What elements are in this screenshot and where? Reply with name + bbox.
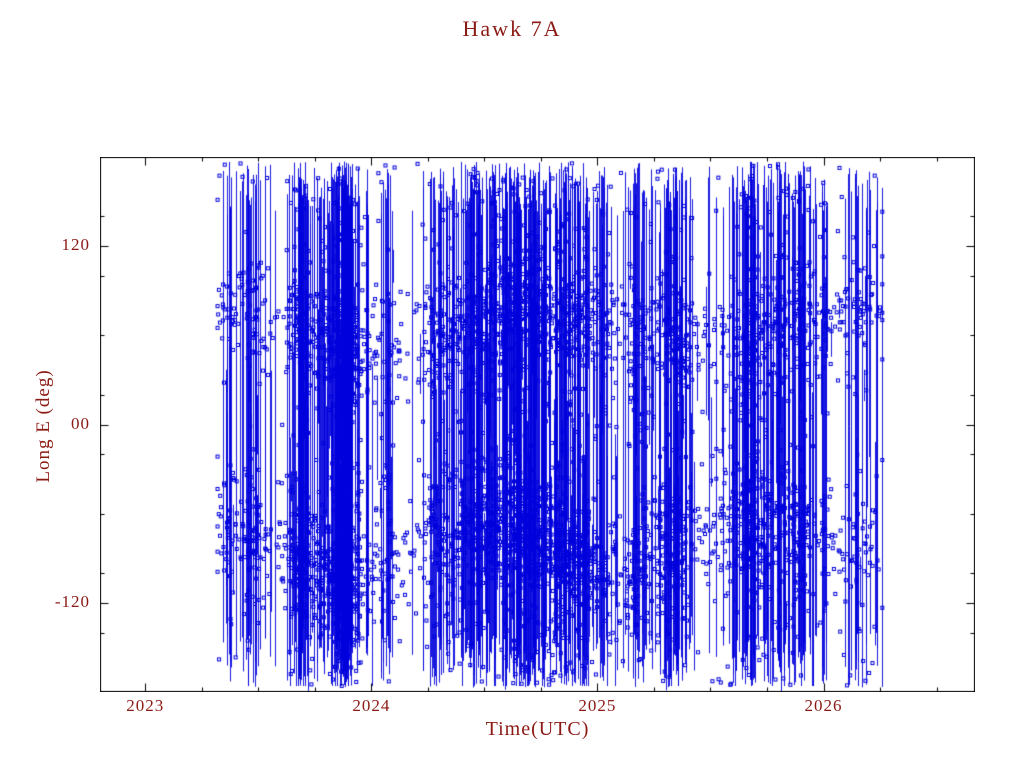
x-axis-label: Time(UTC) bbox=[485, 718, 590, 740]
x-tick-label: 2025 bbox=[578, 696, 617, 715]
y-tick-label: 00 bbox=[71, 413, 90, 433]
chart-title: Hawk 7A bbox=[462, 16, 562, 41]
x-tick-label: 2024 bbox=[352, 696, 391, 715]
y-tick-label: -120 bbox=[54, 591, 90, 611]
plot-canvas bbox=[100, 157, 975, 692]
x-tick-label: 2026 bbox=[804, 696, 843, 715]
x-tick-label: 2023 bbox=[126, 696, 165, 715]
y-tick-label: 120 bbox=[61, 235, 90, 255]
